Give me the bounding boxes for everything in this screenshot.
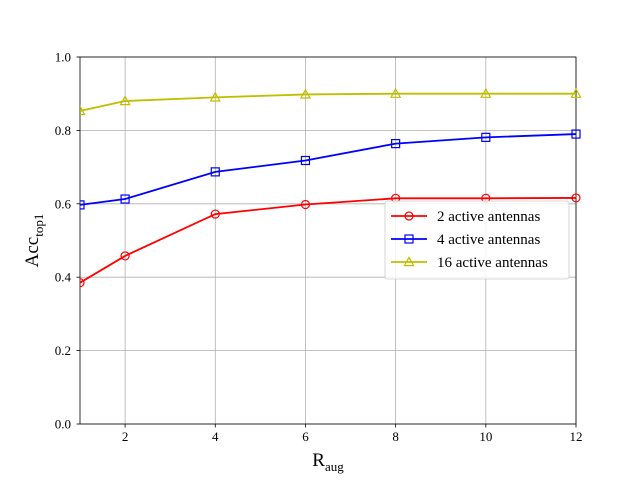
data-point	[300, 155, 311, 166]
series-line	[80, 197, 577, 284]
data-point	[299, 88, 312, 99]
data-point	[210, 209, 220, 219]
legend-item: 2 active antennas	[391, 209, 540, 225]
data-point	[210, 167, 220, 177]
data-point	[120, 251, 130, 261]
data-point	[80, 105, 86, 116]
legend-marker	[404, 211, 414, 221]
legend: 2 active antennas 4 active antennas 16 act…	[384, 200, 570, 280]
x-tick-label: 10	[479, 429, 492, 444]
series-2	[80, 129, 581, 210]
legend-label: 2 active antennas	[437, 209, 540, 225]
plot-frame	[79, 56, 577, 425]
data-point	[209, 91, 221, 102]
y-tick-label: 0.6	[55, 196, 72, 211]
data-point	[300, 199, 311, 210]
series-1	[80, 193, 581, 288]
legend-marker	[404, 234, 414, 244]
x-tick-label: 8	[392, 429, 399, 444]
x-axis-label: Raug	[312, 450, 344, 474]
data-point	[80, 200, 85, 210]
data-point	[480, 87, 492, 98]
legend-label: 16 active antennas	[437, 255, 548, 271]
y-tick-label: 0.2	[55, 343, 71, 358]
x-tick-label: 6	[302, 429, 309, 444]
y-tick-label: 1.0	[55, 50, 71, 65]
x-tick-label: 4	[212, 429, 219, 444]
y-tick-label: 0.4	[55, 270, 72, 285]
data-point	[571, 193, 581, 203]
legend-item: 16 active antennas	[391, 255, 548, 271]
legend-label: 4 active antennas	[437, 232, 540, 248]
x-tick-label: 2	[122, 429, 129, 444]
y-tick-label: 0.8	[55, 123, 71, 138]
data-point	[481, 132, 491, 142]
series-line	[80, 133, 577, 206]
y-tick-label: 0.0	[55, 417, 71, 432]
data-point	[391, 139, 401, 149]
legend-marker	[403, 256, 415, 267]
data-point	[571, 129, 581, 139]
data-point	[390, 87, 402, 98]
data-point	[120, 194, 130, 204]
legend-box	[384, 200, 570, 280]
data-point	[570, 87, 582, 98]
x-tick-label: 12	[570, 429, 583, 444]
data-point	[119, 95, 131, 106]
series-line	[80, 92, 576, 112]
legend-item: 4 active antennas	[391, 232, 540, 248]
series-3	[80, 87, 582, 116]
y-axis-label: Acctop1	[22, 214, 46, 268]
data-point	[80, 278, 85, 288]
